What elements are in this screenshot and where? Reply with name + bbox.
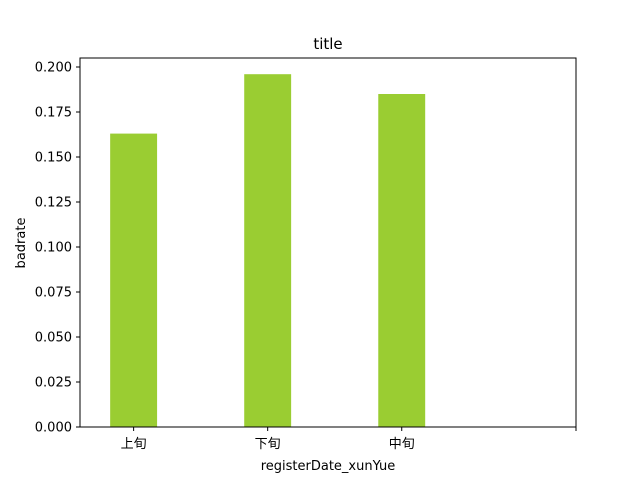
y-tick-label: 0.150 [35,151,72,166]
bar-2 [378,94,426,427]
x-tick-label: 下旬 [255,437,281,452]
x-tick-label: 上旬 [121,437,147,452]
x-tick-label: 中旬 [389,437,415,452]
y-tick-label: 0.100 [35,241,72,256]
y-tick-label: 0.025 [35,376,72,391]
y-tick-label: 0.175 [35,106,72,121]
y-tick-label: 0.125 [35,196,72,211]
plot-frame [79,57,577,428]
y-tick-label: 0.075 [35,286,72,301]
bar-1 [244,74,292,427]
y-axis: 0.000 0.025 0.050 0.075 0.100 0.125 0.150 0.175… [35,61,80,436]
y-tick-label: 0.050 [35,331,72,346]
bar-0 [110,133,158,427]
x-axis: 上旬 下旬 中旬 [121,427,577,452]
chart-title: title [313,35,342,53]
y-tick-label: 0.200 [35,61,72,76]
plot-area [110,74,426,427]
x-axis-label: registerDate_xunYue [261,459,396,474]
y-axis-label: badrate [14,218,29,269]
y-tick-label: 0.000 [35,421,72,436]
